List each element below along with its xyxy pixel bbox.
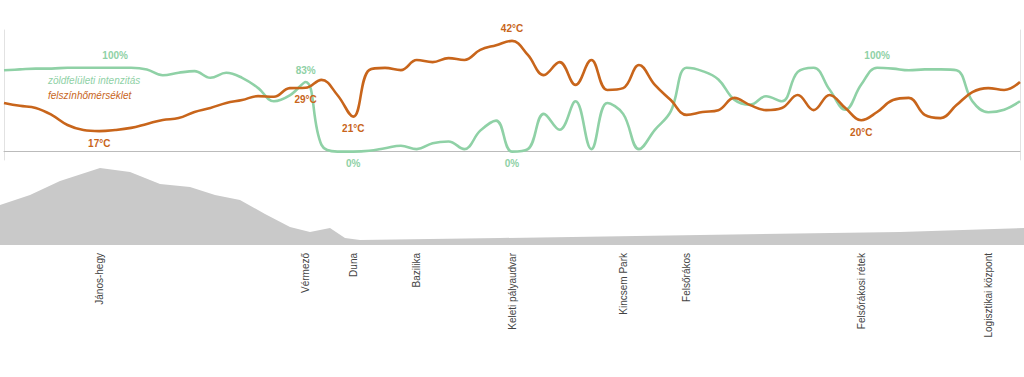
svg-text:Logisztikai központ: Logisztikai központ xyxy=(983,253,994,338)
svg-text:20°C: 20°C xyxy=(850,127,872,138)
svg-text:Duna: Duna xyxy=(348,253,359,277)
svg-text:42°C: 42°C xyxy=(501,23,523,34)
svg-text:17°C: 17°C xyxy=(88,138,110,149)
svg-text:zöldfelületi intenzitás: zöldfelületi intenzitás xyxy=(47,75,140,86)
svg-text:Felsőrákosi rétek: Felsőrákosi rétek xyxy=(856,252,867,329)
svg-text:0%: 0% xyxy=(346,158,361,169)
svg-text:Vérmező: Vérmező xyxy=(300,253,311,293)
svg-text:0%: 0% xyxy=(505,158,520,169)
svg-text:felszínhőmérséklet: felszínhőmérséklet xyxy=(48,90,133,101)
svg-text:Felsőrákos: Felsőrákos xyxy=(681,253,692,302)
svg-text:100%: 100% xyxy=(864,50,890,61)
svg-text:Bazilika: Bazilika xyxy=(411,253,422,288)
svg-text:21°C: 21°C xyxy=(342,123,364,134)
svg-text:Keleti pályaudvar: Keleti pályaudvar xyxy=(507,252,518,329)
svg-text:100%: 100% xyxy=(102,50,128,61)
svg-text:Kincsem Park: Kincsem Park xyxy=(618,252,629,315)
svg-text:János-hegy: János-hegy xyxy=(94,253,105,305)
svg-text:83%: 83% xyxy=(296,65,316,76)
svg-text:29°C: 29°C xyxy=(294,94,316,105)
